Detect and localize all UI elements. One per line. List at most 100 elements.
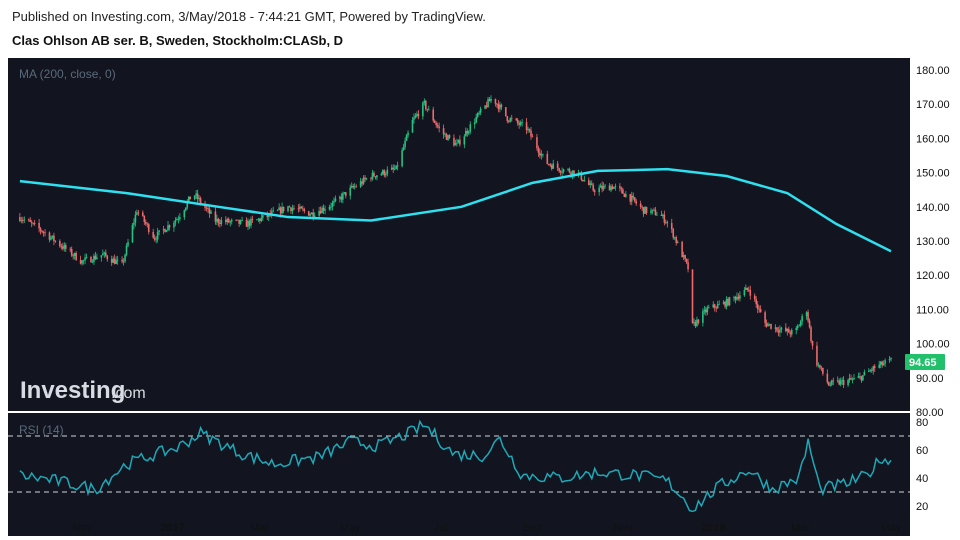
candle [133, 218, 135, 230]
candle [63, 242, 66, 252]
candle [510, 114, 513, 122]
candle [331, 200, 334, 211]
rsi-tick-label: 40 [916, 473, 928, 485]
price-tick-label: 90.00 [916, 373, 944, 385]
candle [334, 195, 337, 203]
candle [376, 174, 378, 181]
candle [507, 119, 510, 124]
candle [402, 143, 405, 151]
candle [91, 259, 94, 264]
candle [142, 210, 144, 217]
candle [758, 305, 760, 313]
candle [319, 206, 322, 215]
candle [345, 192, 347, 199]
candle [651, 209, 654, 215]
candle [656, 211, 658, 216]
ma-line [19, 167, 892, 253]
candle [248, 219, 251, 229]
candle [746, 287, 749, 292]
candle [625, 191, 627, 198]
candle [582, 179, 584, 182]
candle [568, 167, 571, 174]
watermark-suffix: .com [111, 385, 146, 402]
candle [499, 101, 501, 113]
candle [103, 251, 106, 258]
candle [359, 177, 362, 188]
candle [127, 238, 129, 248]
price-tick-label: 170.00 [916, 99, 950, 111]
candle [196, 189, 199, 204]
candle [281, 202, 283, 215]
chart-background [8, 58, 910, 536]
candle [386, 166, 389, 177]
candle [85, 253, 88, 259]
candle [176, 217, 178, 221]
candle [407, 130, 409, 139]
candle [291, 204, 294, 215]
candle [509, 117, 512, 123]
candle [227, 217, 230, 224]
candle [494, 98, 497, 107]
candle [829, 381, 832, 387]
candle [321, 205, 323, 214]
published-note: Published on Investing.com, 3/May/2018 -… [12, 9, 486, 24]
last-price-badge: 94.65 [905, 354, 945, 370]
candle [547, 163, 550, 166]
candle [525, 117, 528, 135]
candle [755, 296, 758, 308]
time-tick-label: Nov [613, 522, 633, 534]
candle [528, 128, 531, 133]
candle [262, 214, 264, 221]
candle [882, 360, 885, 366]
candle [426, 108, 429, 113]
candle [630, 191, 633, 206]
candle [799, 319, 802, 328]
candle [670, 218, 673, 233]
candle [645, 206, 648, 216]
candle [484, 105, 486, 110]
price-tick-label: 140.00 [916, 202, 950, 214]
candle [90, 255, 92, 263]
candle [413, 113, 415, 124]
candle [122, 258, 125, 266]
candle [96, 253, 98, 260]
candle [715, 306, 718, 313]
candle [712, 301, 715, 309]
candle [115, 256, 117, 265]
candle [355, 184, 357, 188]
candle [247, 218, 249, 231]
candle [393, 164, 396, 171]
candle [189, 196, 192, 200]
candle [608, 183, 611, 191]
candle [282, 206, 285, 214]
candle [54, 240, 57, 243]
candle [748, 286, 750, 293]
ma-indicator-label[interactable]: MA (200, close, 0) [19, 67, 116, 81]
candle [300, 205, 303, 209]
candle [639, 200, 642, 210]
candle [350, 182, 353, 189]
candle [789, 330, 792, 338]
candle [236, 219, 239, 221]
candle [518, 120, 520, 129]
candle [416, 111, 418, 118]
candle [580, 170, 583, 182]
rsi-indicator-label[interactable]: RSI (14) [19, 423, 64, 437]
candle [703, 305, 706, 315]
candle [210, 209, 212, 215]
candle [134, 210, 137, 227]
candle [641, 205, 643, 211]
chart-title[interactable]: Clas Ohlson AB ser. B, Sweden, Stockholm… [12, 33, 344, 48]
candle [162, 225, 165, 235]
candle [438, 122, 440, 133]
candle [245, 217, 248, 227]
candle [635, 198, 638, 206]
candle [442, 124, 445, 139]
candle [537, 145, 540, 157]
candle [756, 301, 759, 314]
candle [53, 232, 55, 246]
candle [593, 188, 596, 196]
candle [516, 118, 519, 126]
candle [691, 269, 694, 324]
